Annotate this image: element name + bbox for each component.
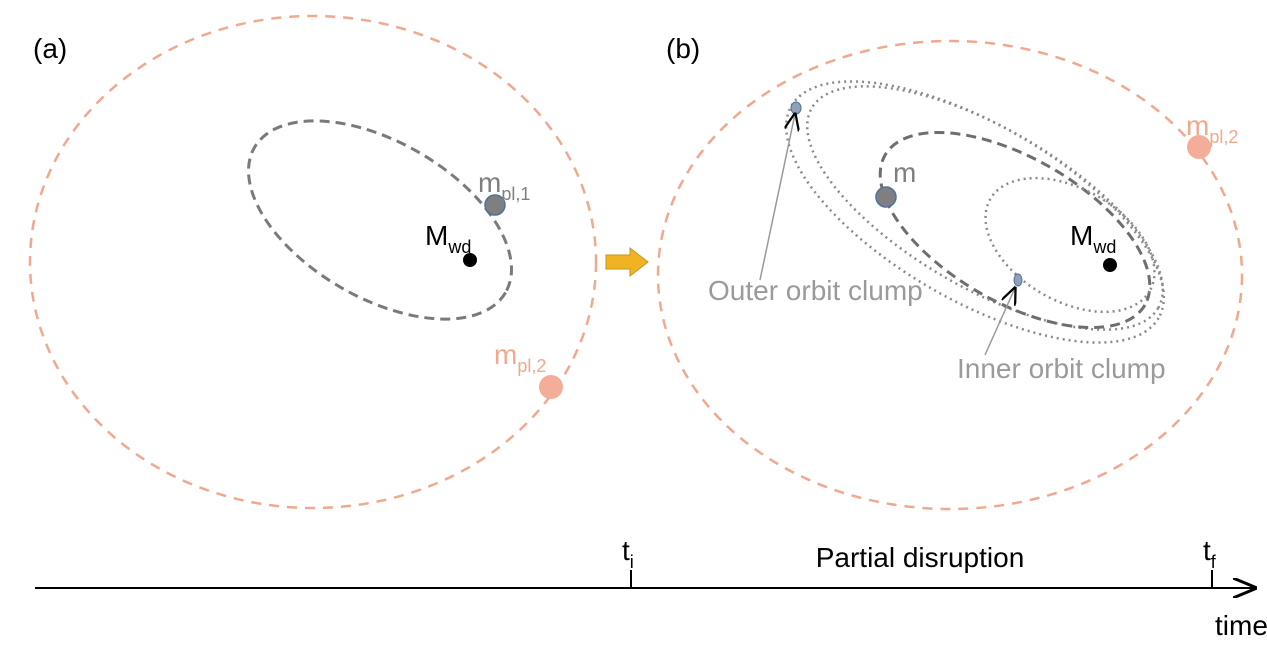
white-dwarf: [1103, 258, 1117, 272]
clump: [790, 101, 802, 115]
symbol: m: [1186, 110, 1209, 141]
axis-label: time: [1215, 610, 1267, 641]
dotted-orbit: [805, 85, 1165, 331]
symbol: t: [1203, 535, 1211, 566]
label: m: [893, 157, 916, 188]
subscript: i: [630, 552, 634, 572]
label: mpl,1: [478, 167, 530, 204]
symbol: M: [425, 220, 448, 251]
label: ti: [622, 535, 634, 572]
annotation: Outer orbit clump: [708, 275, 923, 306]
subscript: pl,2: [1209, 127, 1238, 147]
label: tf: [1203, 535, 1217, 572]
subscript: wd: [447, 237, 471, 257]
subscript: f: [1211, 552, 1217, 572]
white-dwarf: [463, 253, 477, 267]
dashed-orbit: [878, 130, 1152, 330]
outer-orbit: [28, 14, 598, 510]
subscript: pl,2: [517, 356, 546, 376]
annotation: Inner orbit clump: [957, 353, 1166, 384]
panel-label: (b): [666, 33, 700, 64]
subscript: wd: [1092, 237, 1116, 257]
label: mpl,2: [1186, 110, 1238, 147]
phase-label: Partial disruption: [816, 542, 1025, 573]
subscript: pl,1: [501, 184, 530, 204]
symbol: t: [622, 535, 630, 566]
planet: [484, 194, 506, 216]
outer-orbit: [656, 39, 1244, 511]
symbol: M: [1070, 220, 1093, 251]
arrow: [605, 246, 649, 278]
body: [875, 186, 897, 208]
label: Mwd: [1070, 220, 1116, 257]
inner-orbit: [247, 119, 513, 321]
pointer: [759, 114, 795, 281]
symbol: m: [494, 339, 517, 370]
clump: [1013, 273, 1023, 287]
dotted-orbit: [784, 80, 1166, 344]
pointer: [984, 288, 1015, 356]
dotted-orbit: [984, 176, 1156, 314]
panel-label: (a): [33, 33, 67, 64]
label: mpl,2: [494, 339, 546, 376]
planet: [539, 375, 563, 399]
planet: [1187, 135, 1211, 159]
label: Mwd: [425, 220, 471, 257]
symbol: m: [478, 167, 501, 198]
